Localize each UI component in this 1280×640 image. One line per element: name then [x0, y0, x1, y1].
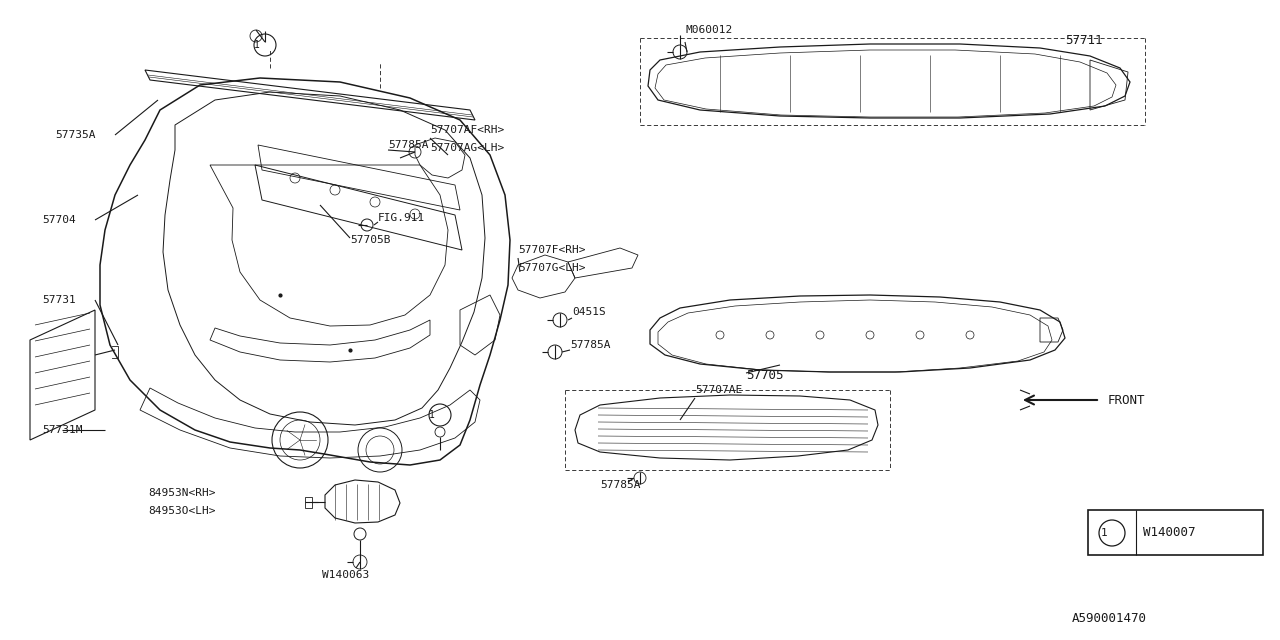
- Text: 57785A: 57785A: [570, 340, 611, 350]
- Text: 57735A: 57735A: [55, 130, 96, 140]
- Text: 57707AE: 57707AE: [695, 385, 742, 395]
- Text: 57707AG<LH>: 57707AG<LH>: [430, 143, 504, 153]
- Text: 1: 1: [1101, 528, 1107, 538]
- Text: 84953O<LH>: 84953O<LH>: [148, 506, 215, 516]
- Text: 57707AF<RH>: 57707AF<RH>: [430, 125, 504, 135]
- Text: 1: 1: [253, 40, 260, 50]
- Text: 57707F<RH>: 57707F<RH>: [518, 245, 585, 255]
- Text: W140007: W140007: [1143, 527, 1196, 540]
- Text: 57785A: 57785A: [600, 480, 640, 490]
- Text: A590001470: A590001470: [1073, 611, 1147, 625]
- Text: 57711: 57711: [1065, 33, 1102, 47]
- Text: W140063: W140063: [323, 570, 369, 580]
- Text: FIG.911: FIG.911: [378, 213, 425, 223]
- Text: 57704: 57704: [42, 215, 76, 225]
- Text: 57731: 57731: [42, 295, 76, 305]
- Text: FRONT: FRONT: [1108, 394, 1146, 406]
- Text: 57705: 57705: [746, 369, 783, 381]
- Text: 57785A: 57785A: [388, 140, 429, 150]
- Text: 1: 1: [429, 410, 435, 420]
- Text: 84953N<RH>: 84953N<RH>: [148, 488, 215, 498]
- Text: 57705B: 57705B: [349, 235, 390, 245]
- Text: 0451S: 0451S: [572, 307, 605, 317]
- Text: 57731M: 57731M: [42, 425, 82, 435]
- Text: M060012: M060012: [685, 25, 732, 35]
- Text: 57707G<LH>: 57707G<LH>: [518, 263, 585, 273]
